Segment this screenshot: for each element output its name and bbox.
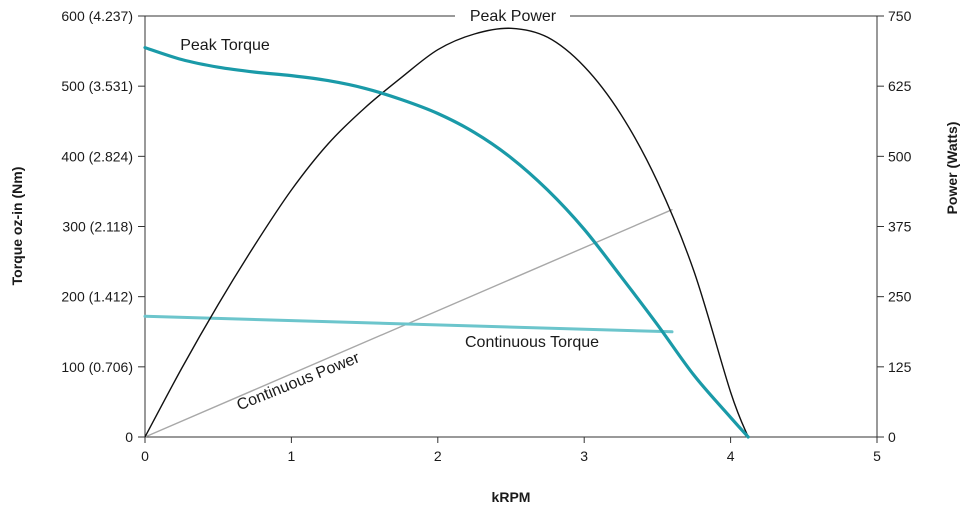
y-right-tick-label: 125	[888, 359, 912, 375]
x-tick-label: 0	[141, 448, 149, 464]
x-tick-label: 2	[434, 448, 442, 464]
y-right-axis-title: Power (Watts)	[944, 122, 960, 215]
x-tick-label: 5	[873, 448, 881, 464]
y-right-tick-label: 375	[888, 219, 912, 235]
x-tick-label: 3	[580, 448, 588, 464]
y-right-tick-label: 625	[888, 78, 912, 94]
continuous-torque-label: Continuous Torque	[465, 334, 599, 351]
continuous-torque-series-line	[143, 314, 674, 334]
x-tick-label: 1	[288, 448, 296, 464]
y-left-tick-label: 600 (4.237)	[61, 8, 133, 24]
plot-frame	[144, 15, 878, 438]
y-right-tick-label: 750	[888, 8, 912, 24]
peak-power-label: Peak Power	[470, 8, 557, 25]
peak-torque-label: Peak Torque	[180, 37, 270, 54]
y-right-tick-label: 500	[888, 148, 912, 164]
x-tick-label: 4	[727, 448, 735, 464]
y-left-tick-label: 100 (0.706)	[61, 359, 133, 375]
y-right-tick-label: 0	[888, 429, 896, 445]
y-left-tick-label: 0	[125, 429, 133, 445]
y-left-axis-title: Torque oz-in (Nm)	[9, 167, 25, 286]
y-left-tick-label: 300 (2.118)	[62, 219, 133, 235]
x-axis-title: kRPM	[492, 489, 531, 505]
y-left-tick-label: 500 (3.531)	[61, 78, 133, 94]
peak-power-series-line	[144, 27, 749, 438]
y-right-tick-label: 250	[888, 289, 912, 305]
peak-torque-series-line	[143, 46, 750, 439]
y-left-tick-label: 400 (2.824)	[61, 148, 133, 164]
continuous-power-label: Continuous Power	[235, 349, 363, 414]
y-left-tick-label: 200 (1.412)	[61, 289, 133, 305]
